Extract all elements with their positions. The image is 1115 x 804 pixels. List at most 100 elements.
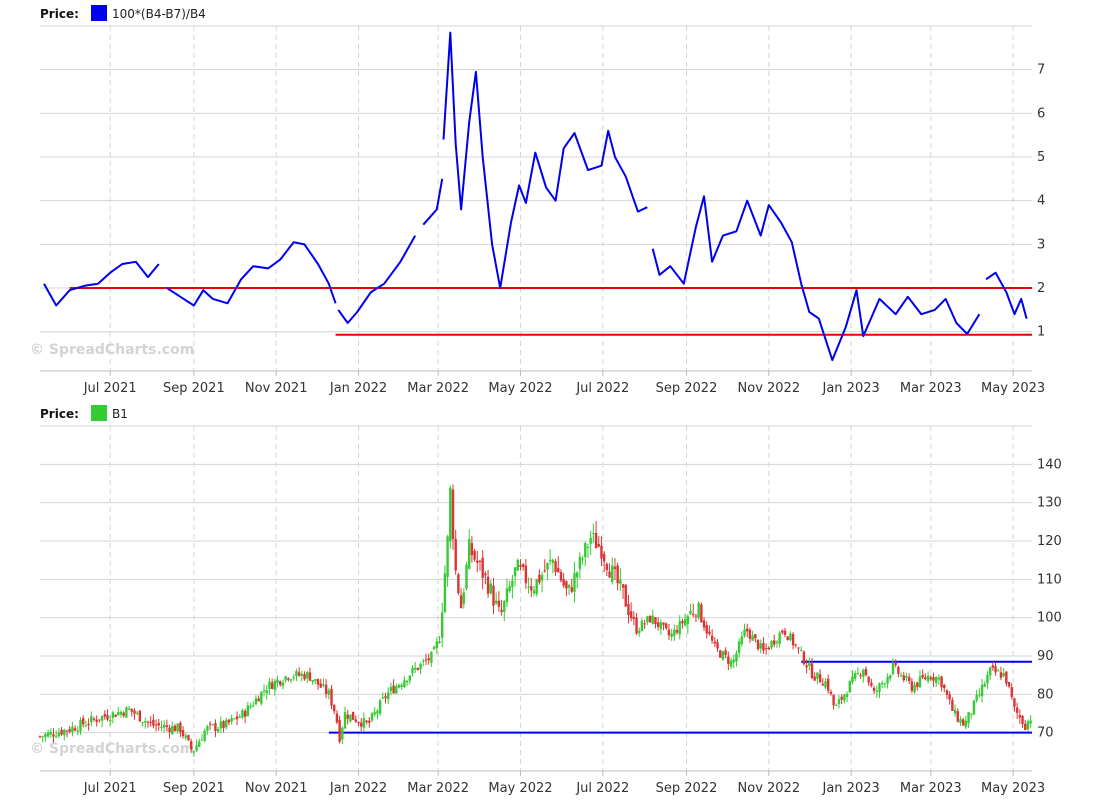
candle-body <box>306 672 309 679</box>
candle-body <box>324 684 328 694</box>
candle-body <box>853 673 857 679</box>
candle-body <box>216 728 220 732</box>
candle-body <box>713 641 717 644</box>
candle-body <box>581 558 584 560</box>
candle-body <box>832 694 835 706</box>
candle-body <box>1029 720 1032 724</box>
candle-body <box>303 673 306 680</box>
candle-body <box>1002 673 1005 677</box>
x-tick-label: Mar 2022 <box>407 381 469 396</box>
candle-body <box>187 735 190 740</box>
candle-body <box>476 560 479 563</box>
candle-body <box>338 719 341 742</box>
candle-body <box>235 716 239 720</box>
candle-body <box>211 724 214 726</box>
candle-body <box>262 690 266 692</box>
candle-body <box>540 574 544 581</box>
candle-body <box>735 653 738 662</box>
candle-body <box>597 544 600 547</box>
candle-body <box>902 675 905 681</box>
candle-body <box>816 672 819 679</box>
candlestick-group <box>38 484 1032 757</box>
candle-body <box>152 719 155 726</box>
candle-body <box>689 610 692 615</box>
candle-body <box>279 681 282 685</box>
candle-body <box>276 679 279 683</box>
candle-body <box>57 732 61 737</box>
x-tick-label: May 2022 <box>488 781 552 796</box>
candle-body <box>632 617 636 619</box>
candle-body <box>859 675 862 677</box>
candle-body <box>438 641 441 643</box>
candle-body <box>1024 723 1027 730</box>
candle-body <box>52 734 55 737</box>
candle-body <box>179 722 182 733</box>
candle-body <box>273 680 277 690</box>
candle-body <box>494 600 498 604</box>
candle-body <box>845 694 849 697</box>
candle-body <box>408 675 412 681</box>
x-tick-label: May 2022 <box>488 381 552 396</box>
candle-body <box>559 572 563 581</box>
candle-body <box>611 565 614 583</box>
x-tick-label: Jul 2021 <box>83 781 137 796</box>
y-tick-label: 5 <box>1037 150 1045 165</box>
candle-body <box>638 630 641 634</box>
candle-body <box>594 532 598 549</box>
candle-body <box>692 613 695 615</box>
candle-body <box>349 714 352 722</box>
x-tick-label: Jul 2022 <box>575 781 629 796</box>
candle-body <box>119 711 123 715</box>
candle-body <box>49 731 52 735</box>
y-tick-label: 80 <box>1037 687 1054 702</box>
candle-body <box>743 629 746 637</box>
candle-body <box>208 723 212 725</box>
candle-body <box>138 710 142 722</box>
candle-body <box>821 683 825 686</box>
candle-body <box>624 585 627 607</box>
candle-body <box>894 662 897 666</box>
candle-body <box>961 719 965 726</box>
candle-body <box>1013 698 1016 707</box>
candle-body <box>416 667 420 670</box>
candle-body <box>883 683 887 685</box>
candle-body <box>449 487 452 542</box>
candle-body <box>600 545 603 559</box>
candle-body <box>578 556 582 570</box>
candle-body <box>427 658 430 661</box>
candle-body <box>697 602 700 618</box>
candle-body <box>397 684 401 688</box>
candle-body <box>862 670 865 677</box>
candle-body <box>791 634 795 646</box>
candle-body <box>314 679 317 682</box>
x-tick-label: Jan 2022 <box>329 381 387 396</box>
candle-body <box>489 583 492 594</box>
candle-body <box>848 681 851 693</box>
legend-series-name: 100*(B4-B7)/B4 <box>112 7 206 21</box>
candle-body <box>227 719 231 723</box>
candle-body <box>84 725 88 727</box>
candle-body <box>173 725 177 732</box>
candle-body <box>54 736 58 738</box>
candle-body <box>122 712 125 716</box>
legend-price-label: Price: <box>40 407 79 421</box>
candle-body <box>41 736 44 738</box>
candle-body <box>970 713 973 715</box>
candle-body <box>108 719 112 722</box>
candle-body <box>875 691 878 693</box>
candle-body <box>648 615 652 623</box>
candle-body <box>341 727 344 740</box>
candle-body <box>700 604 703 623</box>
candle-body <box>513 567 517 577</box>
candle-body <box>81 718 85 725</box>
y-tick-label: 70 <box>1037 726 1054 741</box>
candle-body <box>643 623 646 625</box>
candle-body <box>470 543 474 556</box>
candle-body <box>789 633 792 641</box>
x-tick-label: Jan 2023 <box>822 781 880 796</box>
candle-body <box>465 564 468 589</box>
candle-body <box>68 729 71 732</box>
candle-body <box>524 565 528 584</box>
candle-body <box>71 726 74 733</box>
candle-body <box>773 640 776 645</box>
